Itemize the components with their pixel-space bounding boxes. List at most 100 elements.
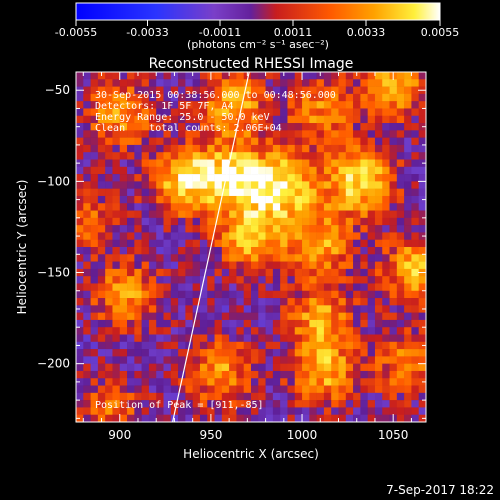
heatmap-cell (272, 254, 281, 262)
heatmap-cell (272, 195, 281, 204)
heatmap-cell (331, 283, 339, 292)
heatmap-cell (97, 385, 106, 394)
heatmap-cell (258, 86, 266, 95)
heatmap-cell (404, 232, 412, 241)
heatmap-cell (374, 225, 383, 233)
heatmap-cell (221, 334, 230, 343)
heatmap-cell (411, 159, 420, 168)
heatmap-cell (178, 268, 186, 277)
heatmap-cell (258, 334, 266, 343)
heatmap-cell (192, 239, 201, 248)
heatmap-cell (389, 276, 398, 284)
heatmap-cell (367, 166, 376, 175)
heatmap-cell (207, 137, 215, 146)
heatmap-cell (214, 392, 223, 401)
heatmap-cell (156, 319, 164, 328)
heatmap-cell (221, 144, 230, 153)
heatmap-cell (185, 268, 193, 277)
heatmap-cell (302, 217, 310, 226)
heatmap-cell (97, 400, 106, 408)
heatmap-cell (294, 254, 303, 262)
heatmap-cell (272, 312, 281, 321)
heatmap-cell (353, 181, 361, 189)
heatmap-cell (185, 356, 193, 364)
heatmap-cell (316, 86, 325, 95)
heatmap-cell (272, 341, 281, 350)
heatmap-cell (192, 174, 201, 182)
heatmap-cell (323, 356, 332, 364)
heatmap-cell (214, 363, 223, 372)
heatmap-cell (207, 363, 215, 372)
heatmap-cell (207, 188, 215, 197)
heatmap-cell (207, 254, 215, 262)
heatmap-cell (192, 290, 201, 299)
heatmap-cell (148, 261, 157, 270)
heatmap-cell (418, 130, 426, 138)
heatmap-cell (287, 181, 296, 189)
heatmap-cell (76, 188, 84, 197)
heatmap-cell (163, 254, 172, 262)
heatmap-cell (178, 414, 186, 422)
heatmap-cell (287, 108, 296, 117)
info-line-detectors: Detectors: 1F 5F 7F, A4 (95, 101, 233, 112)
heatmap-cell (265, 392, 274, 401)
heatmap-cell (302, 327, 310, 335)
heatmap-cell (156, 101, 164, 109)
heatmap-cell (178, 137, 186, 146)
heatmap-cell (163, 378, 172, 386)
heatmap-cell (83, 137, 91, 146)
heatmap-cell (97, 370, 106, 379)
heatmap-cell (251, 79, 259, 87)
heatmap-cell (119, 181, 128, 189)
heatmap-cell (105, 247, 113, 255)
heatmap-cell (229, 195, 237, 204)
heatmap-cell (302, 203, 310, 211)
heatmap-cell (134, 319, 142, 328)
heatmap-cell (76, 319, 84, 328)
heatmap-cell (294, 392, 303, 401)
heatmap-cell (294, 130, 303, 138)
heatmap-cell (338, 414, 347, 422)
heatmap-cell (148, 123, 157, 131)
heatmap-cell (207, 312, 215, 321)
heatmap-cell (134, 334, 142, 343)
heatmap-cell (374, 115, 383, 124)
heatmap-cell (185, 181, 193, 189)
heatmap-cell (229, 312, 237, 321)
heatmap-cell (389, 356, 398, 364)
info-line-clean: Clean total counts: 2.06E+04 (95, 123, 282, 134)
heatmap-cell (323, 283, 332, 292)
heatmap-cell (199, 254, 208, 262)
heatmap-cell (294, 261, 303, 270)
heatmap-cell (265, 181, 274, 189)
heatmap-cell (83, 290, 91, 299)
heatmap-cell (76, 101, 84, 109)
heatmap-cell (83, 130, 91, 138)
heatmap-cell (331, 152, 339, 160)
heatmap-cell (127, 72, 135, 80)
heatmap-cell (353, 327, 361, 335)
heatmap-cell (280, 349, 288, 357)
heatmap-cell (76, 203, 84, 211)
heatmap-cell (243, 407, 252, 416)
heatmap-cell (243, 195, 252, 204)
heatmap-cell (207, 93, 215, 102)
heatmap-cell (360, 414, 368, 422)
heatmap-cell (316, 298, 325, 306)
heatmap-cell (199, 203, 208, 211)
heatmap-cell (148, 188, 157, 197)
heatmap-cell (411, 188, 420, 197)
heatmap-cell (229, 188, 237, 197)
heatmap-cell (97, 203, 106, 211)
heatmap-cell (367, 79, 376, 87)
heatmap-cell (105, 341, 113, 350)
heatmap-cell (112, 239, 121, 248)
heatmap-cell (382, 174, 390, 182)
heatmap-cell (119, 108, 128, 117)
heatmap-cell (360, 108, 368, 117)
heatmap-cell (382, 137, 390, 146)
heatmap-cell (316, 123, 325, 131)
heatmap-cell (148, 290, 157, 299)
heatmap-cell (214, 203, 223, 211)
heatmap-cell (353, 225, 361, 233)
